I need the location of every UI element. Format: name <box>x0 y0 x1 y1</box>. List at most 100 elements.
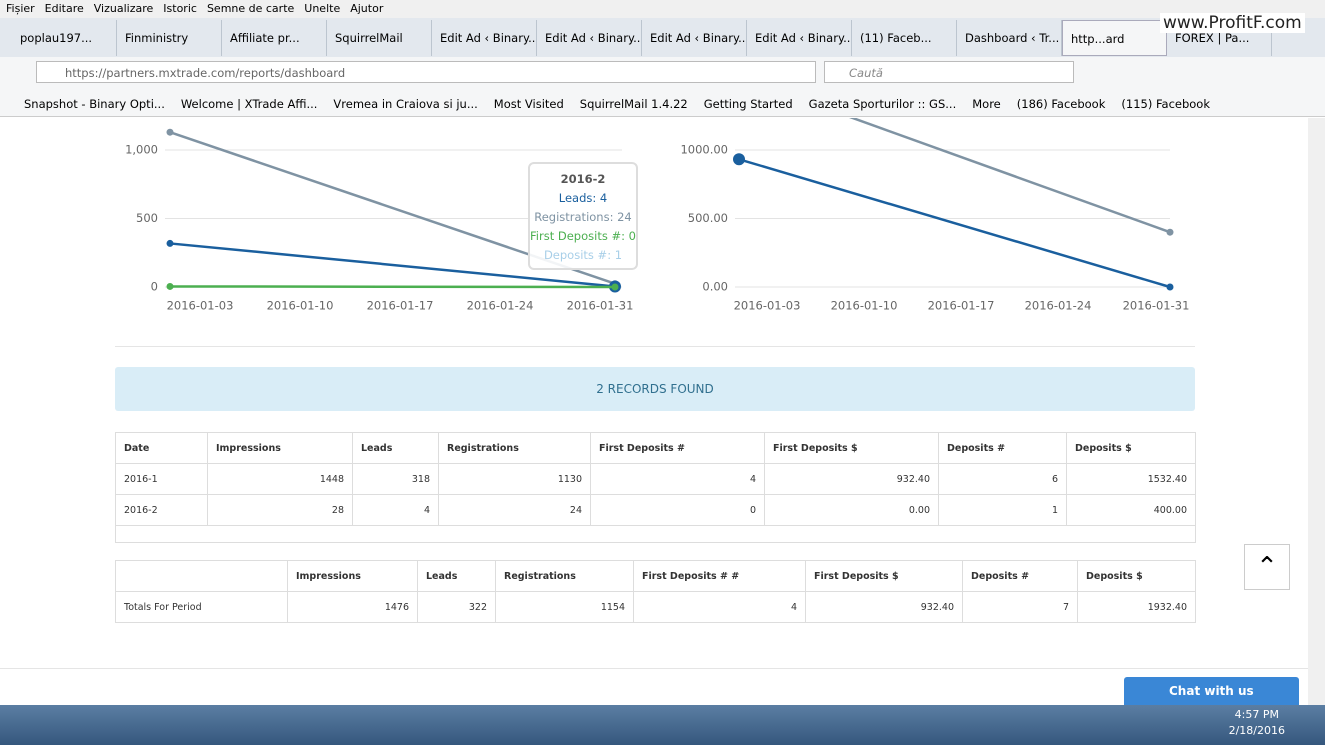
x-tick-label: 2016-01-10 <box>831 299 898 313</box>
header-cell: Leads <box>417 560 496 592</box>
menu-item[interactable]: Editare <box>44 2 84 15</box>
tab[interactable]: Edit Ad ‹ Binary... <box>432 20 537 56</box>
page-content: 0 500 1,000 2016-01-03 2016-01-10 2016-01-17 2… <box>0 118 1308 705</box>
menu-item[interactable]: Unelte <box>304 2 341 15</box>
y-tick-label: 0 <box>151 280 158 294</box>
bookmark[interactable]: Vremea in Craiova si ju... <box>333 97 478 111</box>
menu-item[interactable]: Istoric <box>163 2 197 15</box>
x-tick-label: 2016-01-03 <box>167 299 234 313</box>
cell: 2016-2 <box>115 494 208 526</box>
header-cell: Deposits # <box>962 560 1078 592</box>
series-line <box>169 285 616 289</box>
separator <box>0 668 1308 669</box>
cell: 932.40 <box>805 591 963 623</box>
cell: 28 <box>207 494 353 526</box>
cell: 2016-1 <box>115 463 208 495</box>
point <box>166 239 174 247</box>
cell: 1476 <box>287 591 418 623</box>
header-row: Impressions Leads Registrations First Depos… <box>115 560 1196 592</box>
x-tick-label: 2016-01-24 <box>1025 299 1092 313</box>
y-tick-label: 500.00 <box>688 211 728 225</box>
cell: Totals For Period <box>115 591 288 623</box>
date: 2/18/2016 <box>1228 724 1285 737</box>
menu-item[interactable]: Vizualizare <box>93 2 154 15</box>
tab[interactable]: poplau197... <box>12 20 117 56</box>
header-row: Date Impressions Leads Registrations First D… <box>115 432 1196 464</box>
x-tick-label: 2016-01-31 <box>1123 299 1190 313</box>
separator <box>115 346 1195 347</box>
point <box>1166 228 1174 236</box>
cell: 4 <box>633 591 806 623</box>
tooltip-line: Deposits #: 1 <box>543 248 623 262</box>
bookmark[interactable]: More <box>972 97 1001 111</box>
tab[interactable]: http...ard <box>1062 20 1167 56</box>
row: 2016-2 28 4 24 0 0.00 1 400.00 <box>115 494 1196 526</box>
cell: 1448 <box>207 463 353 495</box>
x-tick-label: 2016-01-17 <box>367 299 434 313</box>
cell: 1 <box>938 494 1067 526</box>
header-cell: First Deposits # # <box>633 560 806 592</box>
header-cell: Date <box>115 432 208 464</box>
tooltip-line: Leads: 4 <box>558 191 608 205</box>
search-box[interactable]: Caută <box>824 61 1074 83</box>
y-tick-label: 500 <box>136 211 158 225</box>
header-cell: Registrations <box>495 560 634 592</box>
point <box>611 283 619 291</box>
x-tick-label: 2016-01-10 <box>267 299 334 313</box>
row: Totals For Period 1476 322 1154 4 932.40 7 1932… <box>115 591 1196 623</box>
tab[interactable]: SquirrelMail <box>327 20 432 56</box>
cell: 7 <box>962 591 1078 623</box>
bookmark[interactable]: (115) Facebook <box>1121 97 1211 111</box>
point <box>1166 283 1174 291</box>
tooltip-line: First Deposits #: 0 <box>530 229 636 243</box>
back-to-top[interactable]: ⌃ <box>1244 544 1290 590</box>
cell: 1154 <box>495 591 634 623</box>
bookmark[interactable]: Snapshot - Binary Opti... <box>24 97 165 111</box>
clock: 4:57 PM 2/18/2016 <box>1229 707 1285 739</box>
menu-item[interactable]: Fișier <box>6 2 35 15</box>
bookmark[interactable]: Getting Started <box>703 97 793 111</box>
row: 2016-1 1448 318 1130 4 932.40 6 1532.40 <box>115 463 1196 495</box>
cell: 4 <box>352 494 439 526</box>
taskbar <box>0 705 1325 745</box>
tooltip: 2016-2 Leads: 4 Registrations: 24 First Dep… <box>528 162 638 270</box>
header-cell: Deposits $ <box>1066 432 1196 464</box>
bookmarks-bar: Snapshot - Binary Opti... Welcome | XTrad… <box>0 91 1325 117</box>
bookmark[interactable]: SquirrelMail 1.4.22 <box>579 97 688 111</box>
tab[interactable]: Edit Ad ‹ Binary... <box>537 20 642 56</box>
menu-item[interactable]: Semne de carte <box>206 2 295 15</box>
time: 4:57 PM <box>1234 708 1279 721</box>
tab[interactable]: Edit Ad ‹ Binary... <box>642 20 747 56</box>
tab[interactable]: FOREX | Pa... <box>1167 20 1272 56</box>
bookmark[interactable]: Most Visited <box>493 97 564 111</box>
cell: 4 <box>590 463 765 495</box>
header-cell: Impressions <box>207 432 353 464</box>
header-cell <box>115 560 288 592</box>
tab[interactable]: Finministry <box>117 20 222 56</box>
tooltip-title: 2016-2 <box>560 172 606 186</box>
tab[interactable]: Edit Ad ‹ Binary... <box>747 20 852 56</box>
cell: 24 <box>438 494 591 526</box>
series-line <box>169 242 616 288</box>
header-cell: Deposits $ <box>1077 560 1196 592</box>
url-bar[interactable]: https://partners.mxtrade.com/reports/das… <box>36 61 816 83</box>
cell: 0.00 <box>764 494 939 526</box>
chat-button[interactable]: Chat with us <box>1124 677 1299 705</box>
point <box>166 282 174 290</box>
header-cell: Deposits # <box>938 432 1067 464</box>
cell: 322 <box>417 591 496 623</box>
totals-table: Impressions Leads Registrations First Depos… <box>115 560 1196 623</box>
x-tick-label: 2016-01-17 <box>928 299 995 313</box>
report-table: Date Impressions Leads Registrations First D… <box>115 432 1196 543</box>
menu-item[interactable]: Ajutor <box>350 2 384 15</box>
bookmark[interactable]: Welcome | XTrade Affi... <box>180 97 318 111</box>
tab[interactable]: (11) Faceb... <box>852 20 957 56</box>
scrollbar[interactable] <box>1308 118 1325 705</box>
tab[interactable]: Affiliate pr... <box>222 20 327 56</box>
bookmark[interactable]: Gazeta Sporturilor :: GS... <box>808 97 957 111</box>
tab[interactable]: Dashboard ‹ Tr... <box>957 20 1062 56</box>
watermark: www.ProfitF.com <box>1160 13 1305 33</box>
bookmark[interactable]: (186) Facebook <box>1016 97 1106 111</box>
point <box>733 153 745 166</box>
